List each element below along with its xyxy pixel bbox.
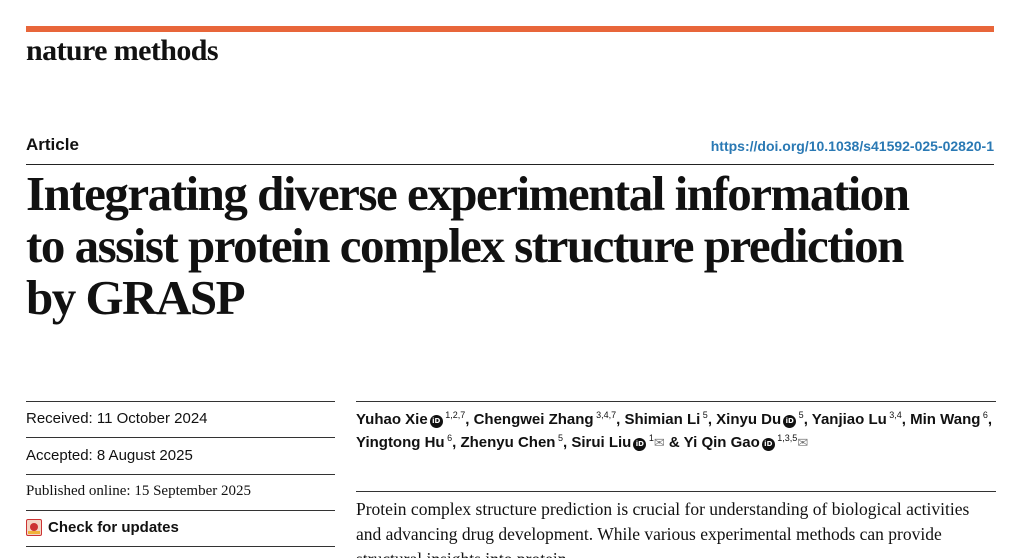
article-type: Article [26,135,79,154]
author-separator: , [803,411,808,428]
author-separator: , [707,411,712,428]
author-separator: , [465,411,470,428]
affiliation-number: 5 [555,433,563,443]
affiliation-number: 5 [796,410,804,420]
affiliation-number: 3,4 [886,410,902,420]
orcid-icon[interactable]: iD [783,415,797,428]
crossmark-icon [26,519,42,536]
author-name[interactable]: Shimian Li [624,411,701,428]
affiliation-number: 1,3,5 [774,433,798,443]
orcid-icon[interactable]: iD [633,438,647,451]
affiliation-number: 5 [700,410,708,420]
author-item[interactable]: Xinyu Du iD 5, [716,411,808,428]
article-title: Integrating diverse experimental informa… [26,166,910,325]
author-list: Yuhao Xie iD 1,2,7, Chengwei Zhang 3,4,7,… [356,408,996,455]
author-separator: , [987,411,993,428]
author-item[interactable]: Yi Qin Gao iD 1,3,5✉ [683,433,808,451]
author-name[interactable]: Min Wang [910,411,981,428]
author-name[interactable]: Yanjiao Lu [811,411,887,428]
meta-divider [26,401,335,402]
journal-name: nature methods [26,34,218,67]
affiliation-number: 1 [646,433,654,443]
author-separator: , [616,411,621,428]
author-item[interactable]: Yanjiao Lu 3,4, [811,410,906,429]
author-separator: , [562,434,568,451]
authors-divider [356,401,996,402]
affiliation-number: 6 [444,433,453,443]
author-item[interactable]: Min Wang 6, [910,410,993,429]
orcid-icon[interactable]: iD [761,438,775,451]
abstract-text: Protein complex structure prediction is … [356,499,970,558]
accent-bar [26,26,994,32]
author-name[interactable]: Sirui Liu [571,434,632,451]
author-item[interactable]: Shimian Li 5, [624,410,712,429]
author-name[interactable]: Yuhao Xie [356,411,428,428]
author-item[interactable]: Yuhao Xie iD 1,2,7, [356,411,469,428]
author-item[interactable]: Sirui Liu iD 1✉ & [571,433,680,451]
author-name[interactable]: Yingtong Hu [356,434,445,451]
published-date: Published online: 15 September 2025 [26,483,251,499]
meta-divider [26,546,335,547]
received-date: Received: 11 October 2024 [26,410,208,427]
check-for-updates-label: Check for updates [48,519,179,536]
email-icon[interactable]: ✉ [797,436,809,451]
doi-link[interactable]: https://doi.org/10.1038/s41592-025-02820… [710,138,994,154]
email-icon[interactable]: ✉ [653,436,665,451]
author-separator: & [664,434,680,451]
author-item[interactable]: Zhenyu Chen 5, [460,433,568,452]
affiliation-number: 1,2,7 [442,410,466,420]
check-for-updates-button[interactable]: Check for updates [26,519,179,536]
affiliation-number: 6 [980,410,988,420]
meta-divider [26,437,335,438]
abstract-divider [356,491,996,492]
meta-divider [26,474,335,475]
affiliation-number: 3,4,7 [593,410,617,420]
title-divider [26,164,994,165]
author-item[interactable]: Yingtong Hu 6, [356,433,457,452]
accepted-date: Accepted: 8 August 2025 [26,447,193,464]
orcid-icon[interactable]: iD [429,415,443,428]
author-name[interactable]: Zhenyu Chen [460,434,556,451]
meta-divider [26,510,335,511]
author-separator: , [452,434,457,451]
author-separator: , [901,411,906,428]
author-item[interactable]: Chengwei Zhang 3,4,7, [473,410,621,429]
author-name[interactable]: Yi Qin Gao [683,434,760,451]
author-name[interactable]: Xinyu Du [716,411,782,428]
author-name[interactable]: Chengwei Zhang [473,411,594,428]
